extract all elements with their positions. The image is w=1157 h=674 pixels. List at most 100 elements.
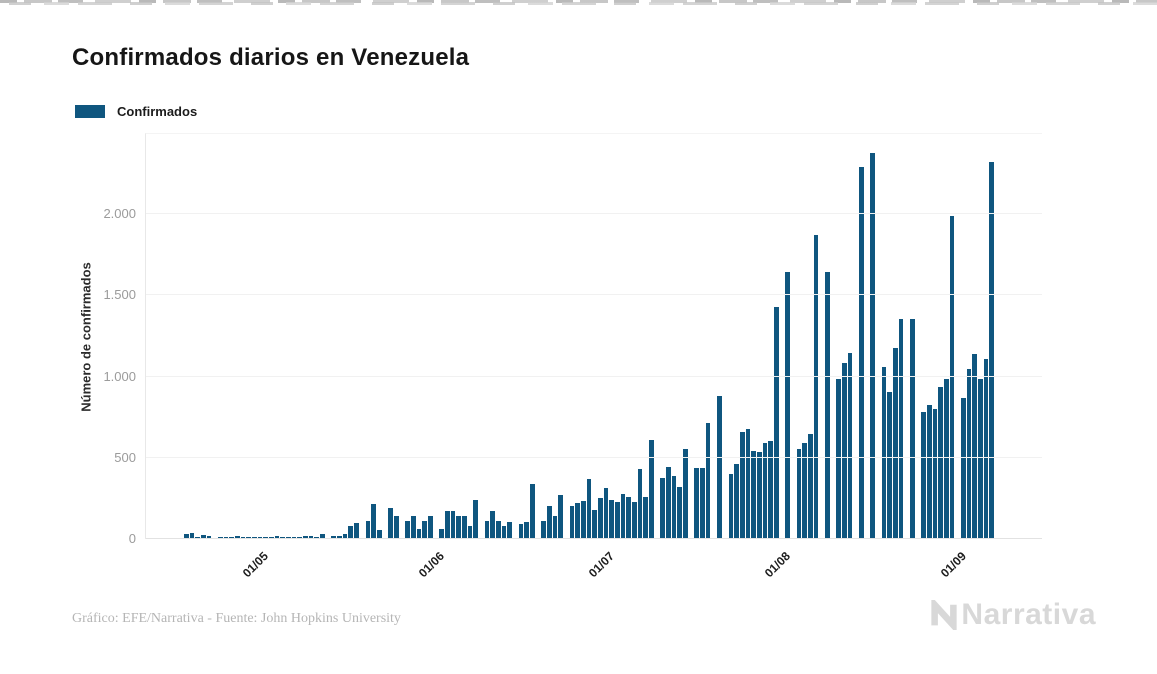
legend[interactable]: Confirmados: [75, 104, 197, 119]
bar[interactable]: [887, 391, 892, 539]
bar[interactable]: [598, 498, 603, 539]
bar[interactable]: [841, 363, 847, 539]
bar[interactable]: [450, 510, 456, 539]
bar[interactable]: [252, 536, 257, 539]
bar[interactable]: [547, 506, 552, 539]
bar[interactable]: [949, 215, 955, 539]
bar[interactable]: [371, 504, 376, 539]
bar[interactable]: [728, 474, 734, 539]
bar[interactable]: [898, 319, 904, 539]
bar[interactable]: [921, 411, 927, 539]
bar[interactable]: [235, 536, 240, 539]
bar[interactable]: [541, 520, 546, 539]
bar[interactable]: [927, 405, 932, 539]
bar[interactable]: [762, 442, 768, 539]
bar[interactable]: [609, 499, 615, 539]
bar[interactable]: [524, 521, 529, 539]
bar[interactable]: [847, 352, 853, 539]
bar[interactable]: [314, 536, 320, 539]
bar[interactable]: [467, 525, 473, 539]
bar[interactable]: [745, 429, 751, 539]
bar[interactable]: [427, 516, 433, 539]
bar[interactable]: [705, 422, 711, 539]
bar[interactable]: [286, 536, 291, 539]
bar[interactable]: [671, 476, 677, 539]
bar[interactable]: [507, 521, 512, 539]
bar[interactable]: [439, 528, 444, 539]
bar[interactable]: [700, 468, 705, 539]
bar[interactable]: [677, 487, 683, 539]
bar[interactable]: [802, 442, 807, 539]
bar[interactable]: [263, 536, 269, 539]
bar[interactable]: [581, 500, 586, 539]
bar[interactable]: [569, 505, 575, 539]
bar[interactable]: [615, 502, 620, 539]
bar[interactable]: [495, 520, 501, 539]
bar[interactable]: [756, 452, 762, 539]
bar[interactable]: [184, 534, 189, 539]
bar[interactable]: [337, 536, 342, 539]
bar[interactable]: [354, 523, 359, 539]
bar[interactable]: [558, 494, 564, 539]
bar[interactable]: [405, 520, 410, 539]
bar[interactable]: [201, 534, 206, 539]
bar[interactable]: [824, 271, 830, 539]
bar[interactable]: [461, 516, 467, 539]
bar[interactable]: [320, 534, 325, 539]
bar[interactable]: [643, 497, 649, 539]
bar[interactable]: [575, 503, 581, 539]
bar[interactable]: [331, 535, 337, 539]
bar[interactable]: [938, 387, 944, 539]
bar[interactable]: [944, 378, 949, 539]
bar[interactable]: [592, 509, 598, 539]
bar[interactable]: [910, 319, 915, 539]
bar[interactable]: [365, 520, 371, 539]
bar[interactable]: [388, 508, 393, 539]
bar[interactable]: [983, 359, 989, 539]
bar[interactable]: [456, 516, 461, 539]
bar[interactable]: [739, 432, 745, 539]
bar[interactable]: [966, 369, 972, 539]
bar[interactable]: [807, 433, 813, 539]
bar[interactable]: [768, 440, 773, 539]
bar[interactable]: [892, 348, 898, 539]
bar[interactable]: [649, 439, 654, 539]
bar[interactable]: [870, 152, 875, 539]
bar[interactable]: [552, 515, 558, 539]
bar[interactable]: [416, 528, 422, 539]
bar[interactable]: [666, 467, 671, 539]
bar[interactable]: [376, 530, 382, 539]
bar[interactable]: [637, 469, 643, 539]
bar[interactable]: [274, 536, 280, 539]
bar[interactable]: [734, 464, 739, 539]
bar[interactable]: [858, 166, 864, 539]
bar[interactable]: [484, 520, 490, 539]
bar[interactable]: [473, 499, 478, 539]
bar[interactable]: [620, 493, 626, 539]
bar[interactable]: [422, 520, 427, 539]
bar[interactable]: [796, 449, 802, 539]
bar[interactable]: [342, 534, 348, 539]
bar[interactable]: [683, 448, 688, 539]
bar[interactable]: [694, 468, 700, 539]
bar[interactable]: [632, 502, 637, 539]
bar[interactable]: [223, 536, 229, 539]
bar[interactable]: [978, 378, 983, 539]
bar[interactable]: [881, 367, 887, 539]
bar[interactable]: [773, 307, 779, 539]
bar[interactable]: [490, 510, 495, 539]
bar[interactable]: [961, 398, 966, 539]
bar[interactable]: [785, 272, 790, 539]
bar[interactable]: [308, 536, 314, 539]
bar[interactable]: [410, 516, 416, 539]
bar[interactable]: [444, 510, 450, 539]
bar[interactable]: [303, 535, 308, 539]
bar[interactable]: [717, 395, 722, 539]
bar[interactable]: [989, 162, 995, 539]
bar[interactable]: [518, 524, 524, 539]
bar[interactable]: [393, 515, 399, 539]
bar[interactable]: [586, 479, 592, 539]
bar[interactable]: [206, 536, 212, 539]
bar[interactable]: [751, 450, 756, 539]
bar[interactable]: [348, 525, 354, 539]
